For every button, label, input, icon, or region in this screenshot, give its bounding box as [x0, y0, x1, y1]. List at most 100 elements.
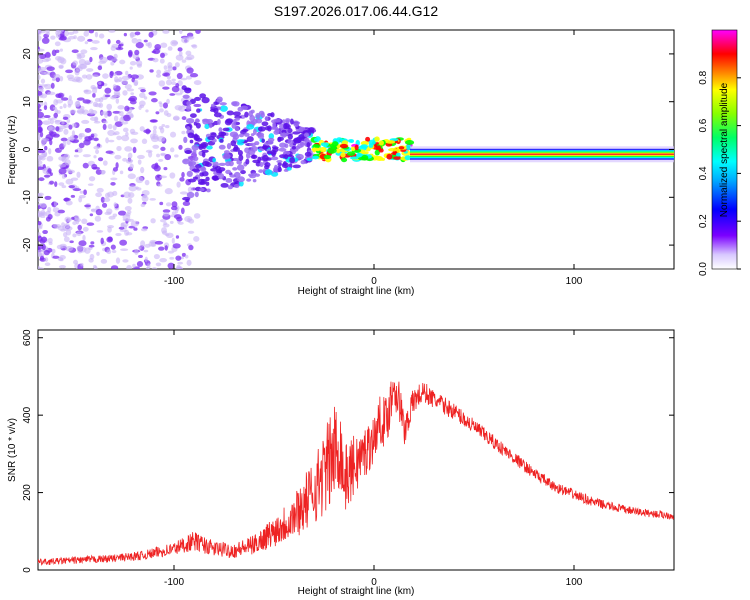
heatmap-blob: [246, 124, 255, 130]
heatmap-blob: [155, 111, 160, 115]
heatmap-blob: [162, 102, 169, 109]
heatmap-blob: [152, 57, 159, 63]
heatmap-blob: [79, 190, 84, 194]
heatmap-blob: [206, 145, 213, 150]
heatmap-blob: [64, 216, 72, 223]
heatmap-blob: [73, 76, 81, 82]
heatmap-blob: [44, 195, 52, 200]
heatmap-blob: [40, 93, 48, 99]
heatmap-blob: [159, 58, 165, 64]
heatmap-blob: [272, 122, 277, 128]
heatmap-blob: [184, 150, 192, 155]
heatmap-blob: [123, 32, 127, 37]
heatmap-blob: [303, 132, 310, 138]
heatmap-blob: [152, 144, 160, 149]
heatmap-blob: [201, 151, 206, 158]
heatmap-blob: [117, 105, 125, 110]
heatmap-blob: [187, 230, 195, 234]
heatmap-blob: [44, 145, 48, 151]
heatmap-blob: [125, 131, 129, 137]
heatmap-blob: [283, 123, 287, 130]
heatmap-blob: [292, 131, 301, 135]
heatmap-blob: [72, 60, 78, 66]
heatmap-blob: [54, 41, 61, 47]
heatmap-blob: [225, 177, 233, 183]
heatmap-blob: [124, 146, 133, 152]
heatmap-blob: [212, 161, 219, 167]
heatmap-blob: [186, 67, 194, 74]
heatmap-blob: [180, 77, 188, 81]
heatmap-blob: [46, 31, 50, 36]
heatmap-blob: [166, 75, 171, 80]
heatmap-blob: [63, 103, 67, 109]
heatmap-blob: [108, 30, 116, 33]
heatmap-blob: [62, 116, 69, 120]
heatmap-blob: [116, 135, 122, 141]
heatmap-blob: [106, 249, 112, 255]
heatmap-blob: [277, 136, 282, 143]
heatmap-blob: [327, 147, 337, 154]
heatmap-blob: [69, 135, 75, 142]
heatmap-blob: [191, 144, 199, 151]
heatmap-blob: [155, 262, 162, 267]
heatmap-blob: [186, 101, 192, 106]
heatmap-blob: [199, 166, 207, 172]
heatmap-blob: [83, 139, 91, 146]
heatmap-blob: [100, 169, 106, 175]
heatmap-blob: [38, 34, 42, 42]
heatmap-blob: [52, 78, 56, 82]
heatmap-blob: [71, 130, 76, 137]
heatmap-blob: [185, 50, 192, 56]
heatmap-blob: [139, 100, 146, 107]
heatmap-blob: [138, 105, 142, 111]
heatmap-blob: [311, 155, 320, 160]
heatmap-blob: [167, 250, 175, 254]
heatmap-blob: [219, 105, 228, 112]
heatmap-blob: [231, 122, 237, 129]
heatmap-blob: [71, 49, 79, 54]
heatmap-blob: [94, 116, 99, 123]
heatmap-blob: [68, 95, 72, 101]
heatmap-blob: [64, 222, 70, 229]
snr-xlabel: Height of straight line (km): [298, 586, 415, 597]
heatmap-blob: [65, 69, 73, 74]
heatmap-blob: [341, 140, 349, 145]
heatmap-blob: [60, 97, 69, 101]
heatmap-blob: [159, 102, 164, 108]
colorbar-tick-label: 0.6: [698, 118, 709, 132]
heatmap-blob: [76, 97, 85, 101]
heatmap-blob: [46, 66, 55, 72]
heatmap-blob: [361, 151, 369, 155]
heatmap-blob: [212, 157, 217, 163]
heatmap-blob: [232, 167, 238, 171]
heatmap-blob: [195, 30, 201, 34]
heatmap-blob: [72, 233, 77, 238]
heatmap-blob: [94, 215, 102, 222]
heatmap-blob: [246, 178, 252, 182]
heatmap-blob: [289, 157, 296, 164]
carrier-peak: [410, 153, 674, 156]
heatmap-blob: [271, 151, 276, 157]
spec-ytick-label: 0: [22, 146, 33, 152]
heatmap-blob: [171, 78, 176, 82]
heatmap-blob: [129, 95, 138, 102]
heatmap-blob: [177, 47, 183, 52]
heatmap-blob: [124, 229, 130, 236]
heatmap-blob: [90, 109, 98, 115]
heatmap-blob: [201, 171, 209, 177]
heatmap-blob: [241, 128, 249, 133]
colorbar-tick-label: 0.8: [698, 70, 709, 84]
heatmap-blob: [69, 240, 74, 244]
heatmap-blob: [95, 192, 102, 198]
heatmap-blob: [72, 188, 82, 192]
heatmap-blob: [58, 182, 65, 186]
heatmap-blob: [103, 120, 108, 124]
heatmap-blob: [61, 174, 66, 179]
heatmap-blob: [57, 56, 65, 64]
heatmap-blob: [65, 168, 71, 172]
heatmap-blob: [213, 177, 218, 181]
heatmap-blob: [148, 91, 157, 96]
heatmap-blob: [66, 118, 71, 123]
heatmap-blob: [38, 74, 41, 81]
heatmap-blob: [114, 131, 120, 136]
